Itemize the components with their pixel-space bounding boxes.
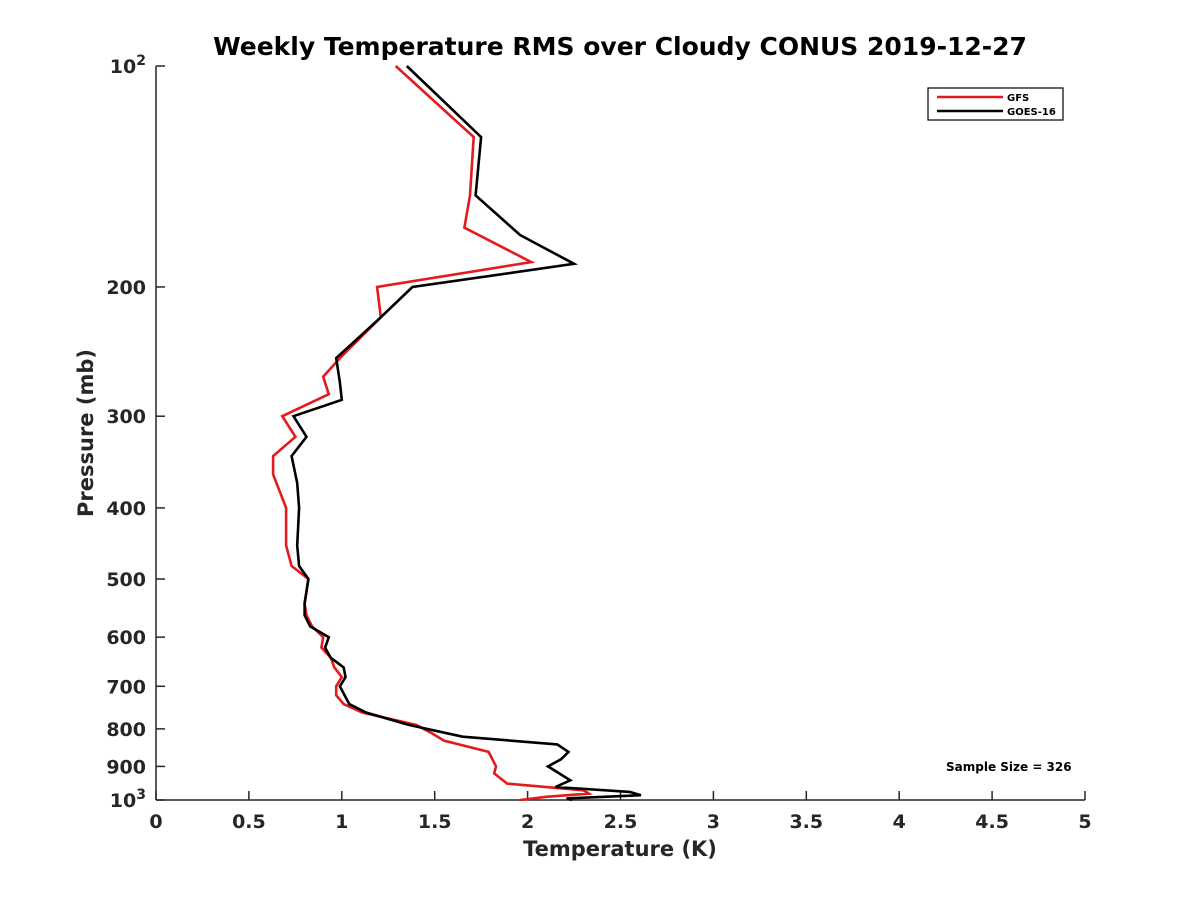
y-axis-label: Pressure (mb) bbox=[74, 349, 98, 517]
y-tick-label: 103 bbox=[110, 787, 146, 812]
x-tick-label: 1 bbox=[335, 811, 348, 833]
y-tick-label: 200 bbox=[106, 277, 146, 299]
y-tick-label: 800 bbox=[106, 719, 146, 741]
x-tick-label: 5 bbox=[1078, 811, 1091, 833]
legend: GFS GOES-16 bbox=[927, 87, 1064, 121]
x-tick-label: 3 bbox=[707, 811, 720, 833]
series-group bbox=[271, 65, 642, 802]
x-axis-label: Temperature (K) bbox=[523, 837, 717, 861]
y-tick-label: 700 bbox=[106, 676, 146, 698]
legend-box bbox=[927, 87, 1064, 121]
y-tick-label: 102 bbox=[110, 53, 146, 78]
y-tick-label: 300 bbox=[106, 406, 146, 428]
y-tick-label: 900 bbox=[106, 756, 146, 778]
x-tick-label: 0 bbox=[149, 811, 162, 833]
axes: 0 0.5 1 1.5 2 2.5 3 3.5 4 4.5 5 102 200 300 400 500 600 7… bbox=[106, 53, 1091, 833]
legend-label-goes16: GOES-16 bbox=[1007, 107, 1056, 118]
legend-label-gfs: GFS bbox=[1007, 93, 1029, 104]
chart-title: Weekly Temperature RMS over Cloudy CONUS… bbox=[213, 32, 1027, 61]
x-tick-label: 0.5 bbox=[232, 811, 266, 833]
sample-size-annotation: Sample Size = 326 bbox=[946, 760, 1072, 774]
x-tick-label: 4 bbox=[893, 811, 906, 833]
y-tick-label: 400 bbox=[106, 498, 146, 520]
x-tick-label: 2.5 bbox=[604, 811, 638, 833]
y-tick-label: 600 bbox=[106, 627, 146, 649]
x-tick-label: 3.5 bbox=[789, 811, 823, 833]
x-tick-label: 2 bbox=[521, 811, 534, 833]
x-tick-label: 4.5 bbox=[975, 811, 1009, 833]
y-tick-label: 500 bbox=[106, 569, 146, 591]
x-tick-label: 1.5 bbox=[418, 811, 452, 833]
series-line-gfs bbox=[271, 65, 594, 802]
series-line-goes16 bbox=[290, 65, 642, 802]
